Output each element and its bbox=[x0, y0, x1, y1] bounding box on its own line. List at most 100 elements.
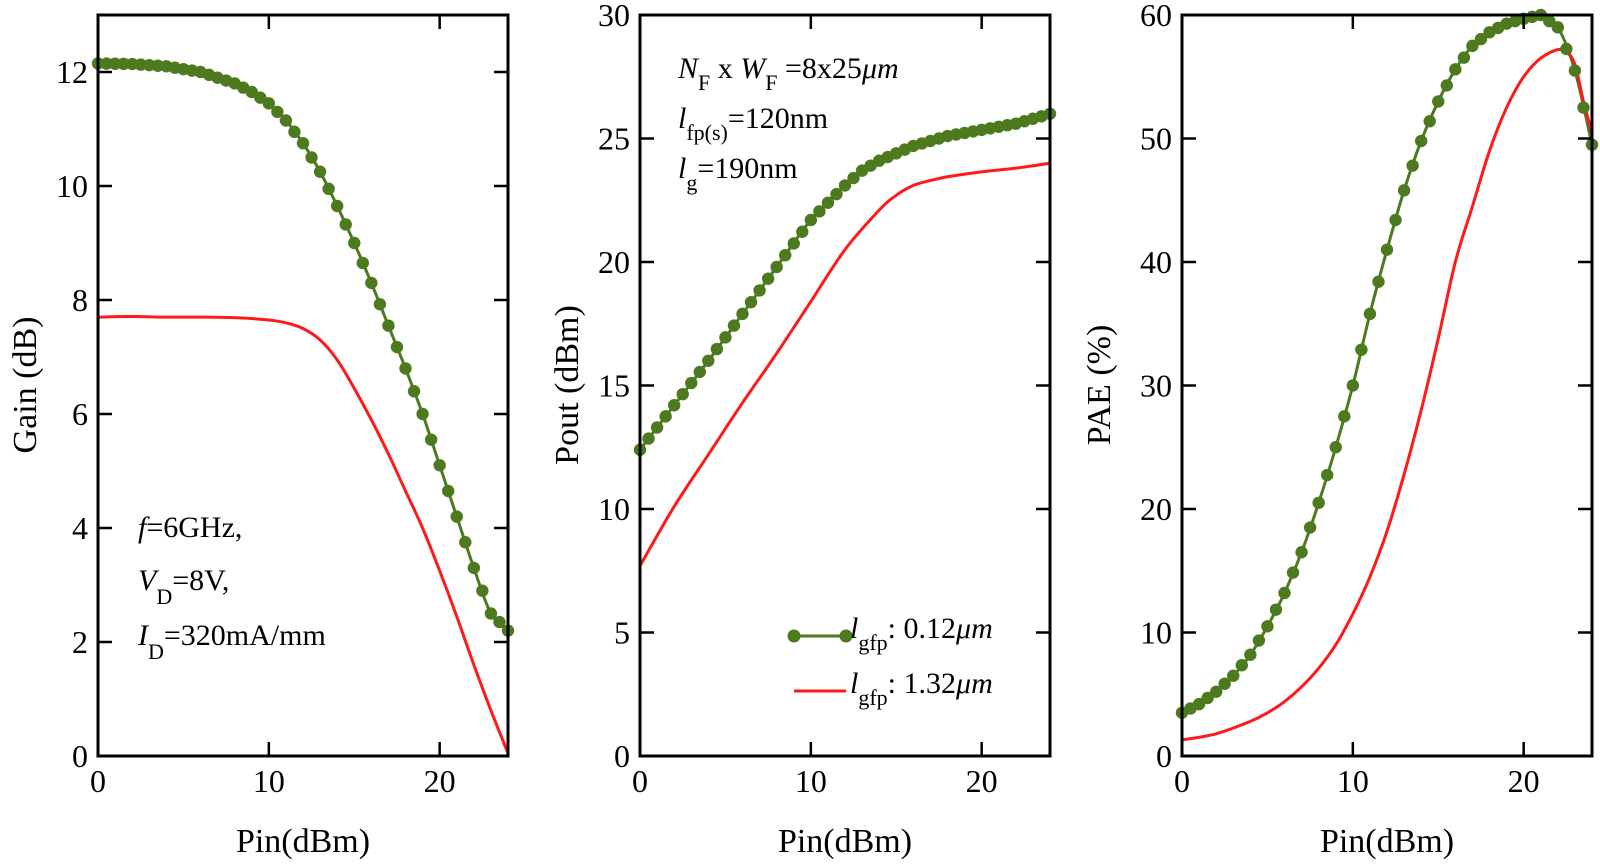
panel-pout-plot bbox=[633, 107, 1057, 568]
panel-pae-xlabel: Pin(dBm) bbox=[1320, 823, 1454, 860]
gain-anno-line-3: ID=320mA/mm bbox=[137, 619, 326, 664]
data-point-pout-0 bbox=[804, 213, 818, 227]
panel-pae-ticks: 0 10 20 0 10 20 30 40 50 60 bbox=[1140, 0, 1592, 799]
data-point-gain-0 bbox=[484, 607, 498, 620]
series-line-gain-1 bbox=[98, 315, 508, 755]
y-tick-label: 10 bbox=[56, 168, 88, 204]
y-tick-label: 2 bbox=[72, 624, 88, 660]
data-point-pae-0 bbox=[1577, 101, 1590, 114]
data-point-gain-0 bbox=[348, 236, 361, 250]
data-point-pae-0 bbox=[1414, 134, 1428, 148]
pout-annotation: NF x WF =8x25μm lfp(s)=120nm lg=190nm bbox=[677, 52, 899, 195]
pout-anno-line-3: lg=190nm bbox=[678, 152, 798, 195]
data-point-pout-0 bbox=[847, 171, 860, 185]
x-tick-label: 20 bbox=[1508, 763, 1540, 799]
gain-annotation: f=6GHz, VD=8V, ID=320mA/mm bbox=[137, 511, 326, 664]
panel-gain: 0 10 20 0 2 4 6 8 10 12 Pin(dBm) Gain (dB) f=6GHz… bbox=[7, 13, 515, 860]
data-point-pae-0 bbox=[1227, 669, 1240, 682]
data-point-gain-0 bbox=[442, 484, 455, 498]
data-point-pae-0 bbox=[1474, 32, 1488, 46]
x-tick-label: 0 bbox=[90, 763, 106, 799]
data-point-gain-0 bbox=[407, 385, 421, 398]
data-point-pout-0 bbox=[787, 237, 800, 250]
data-point-gain-0 bbox=[305, 151, 318, 164]
data-point-pae-0 bbox=[1278, 586, 1291, 600]
data-point-gain-0 bbox=[382, 319, 395, 332]
data-point-gain-0 bbox=[313, 165, 327, 178]
x-tick-label: 0 bbox=[632, 763, 648, 799]
data-point-pae-0 bbox=[1261, 620, 1274, 633]
data-point-gain-0 bbox=[416, 407, 429, 421]
data-point-gain-0 bbox=[399, 362, 412, 375]
y-tick-label: 0 bbox=[614, 738, 630, 774]
panel-gain-plot bbox=[91, 57, 515, 755]
y-tick-label: 8 bbox=[72, 282, 88, 318]
data-point-pae-0 bbox=[1389, 213, 1402, 227]
panel-pout: 0 10 20 0 5 10 15 20 25 30 Pin(dBm) Pout (dBm) NF… bbox=[549, 0, 1057, 860]
data-point-gain-0 bbox=[450, 510, 463, 523]
data-point-pout-0 bbox=[685, 376, 698, 390]
data-point-pout-0 bbox=[761, 272, 775, 285]
data-point-pout-0 bbox=[719, 331, 732, 344]
data-point-pout-0 bbox=[796, 225, 809, 238]
panel-gain-ylabel: Gain (dB) bbox=[7, 317, 44, 454]
y-tick-label: 10 bbox=[598, 491, 630, 527]
data-point-gain-0 bbox=[365, 276, 378, 290]
y-tick-label: 0 bbox=[72, 738, 88, 774]
panel-gain-ticks: 0 10 20 0 2 4 6 8 10 12 bbox=[56, 15, 508, 799]
data-point-pae-0 bbox=[1338, 410, 1351, 423]
y-tick-label: 6 bbox=[72, 396, 88, 432]
legend-red-label: lgfp: 1.32μm bbox=[850, 667, 993, 710]
data-point-gain-0 bbox=[459, 536, 472, 549]
y-tick-label: 20 bbox=[598, 244, 630, 280]
data-point-gain-0 bbox=[108, 57, 122, 70]
data-point-gain-0 bbox=[322, 182, 335, 196]
x-tick-label: 10 bbox=[1337, 763, 1369, 799]
data-point-pae-0 bbox=[1209, 685, 1223, 698]
pout-anno-line-1: NF x WF =8x25μm bbox=[677, 52, 899, 95]
x-tick-label: 0 bbox=[1174, 763, 1190, 799]
y-tick-label: 20 bbox=[1140, 491, 1172, 527]
data-point-pout-0 bbox=[744, 295, 758, 309]
data-point-gain-0 bbox=[356, 256, 369, 270]
data-point-pout-0 bbox=[642, 432, 655, 445]
data-point-gain-0 bbox=[467, 561, 481, 575]
data-point-pae-0 bbox=[1397, 184, 1411, 197]
data-point-gain-0 bbox=[433, 459, 446, 472]
data-point-gain-0 bbox=[279, 114, 293, 127]
data-point-pae-0 bbox=[1466, 39, 1479, 53]
data-point-pae-0 bbox=[1295, 546, 1308, 559]
data-point-pout-0 bbox=[676, 387, 689, 401]
data-point-pae-0 bbox=[1235, 659, 1248, 672]
y-tick-label: 40 bbox=[1140, 244, 1172, 280]
data-point-pout-0 bbox=[650, 421, 664, 434]
data-point-pout-0 bbox=[710, 342, 724, 356]
series-line-pae-1 bbox=[1182, 47, 1592, 742]
data-point-gain-0 bbox=[339, 218, 352, 231]
data-point-pout-0 bbox=[702, 354, 715, 367]
data-point-pae-0 bbox=[1346, 379, 1360, 392]
data-point-pae-0 bbox=[1551, 21, 1565, 34]
data-point-pae-0 bbox=[1218, 677, 1231, 690]
data-point-pae-0 bbox=[1321, 468, 1334, 482]
data-point-gain-0 bbox=[424, 433, 438, 446]
gain-anno-line-1: f=6GHz, bbox=[138, 511, 242, 544]
data-point-pae-0 bbox=[1329, 441, 1342, 454]
x-tick-label: 10 bbox=[253, 763, 285, 799]
data-point-gain-0 bbox=[476, 584, 489, 597]
series-line-pae-0 bbox=[1182, 15, 1592, 715]
data-point-pae-0 bbox=[1406, 159, 1419, 172]
data-point-pout-0 bbox=[659, 410, 672, 423]
y-tick-label: 12 bbox=[56, 54, 88, 90]
data-point-pae-0 bbox=[1449, 63, 1462, 76]
panel-pae-plot bbox=[1175, 8, 1599, 742]
series-line-pout-1 bbox=[640, 161, 1050, 568]
panel-pout-ylabel: Pout (dBm) bbox=[549, 305, 586, 465]
data-point-pout-0 bbox=[693, 365, 706, 379]
panel-pae: 0 10 20 0 10 20 30 40 50 60 Pin(dBm) PAE (%) bbox=[1081, 0, 1599, 860]
legend: lgfp: 0.12μm lgfp: 1.32μm bbox=[787, 612, 993, 710]
data-point-pae-0 bbox=[1432, 95, 1445, 108]
data-point-gain-0 bbox=[271, 105, 284, 119]
y-tick-label: 30 bbox=[1140, 368, 1172, 404]
